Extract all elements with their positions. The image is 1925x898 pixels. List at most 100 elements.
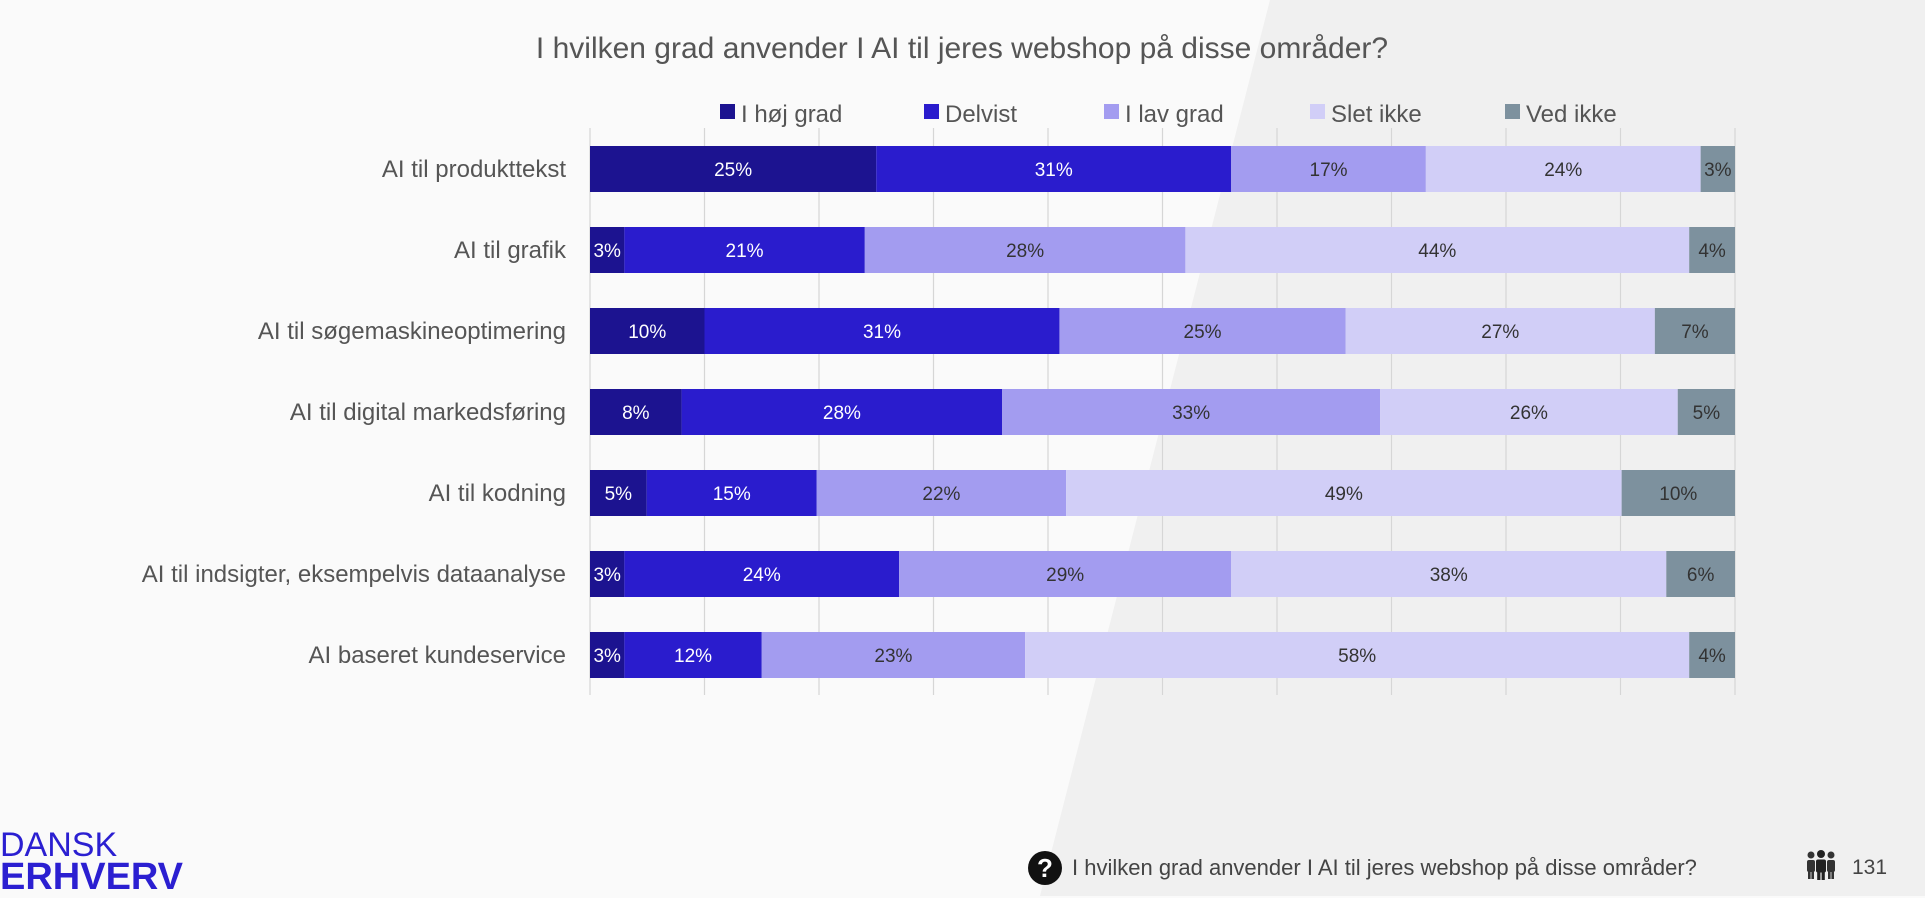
data-label: 49% (1325, 484, 1363, 505)
legend-label: Delvist (945, 101, 1017, 128)
bar-segment (899, 551, 1232, 597)
bar-segment (1700, 146, 1735, 192)
bar-segment (590, 551, 625, 597)
bar-segment (1689, 227, 1735, 273)
data-label: 26% (1510, 403, 1548, 424)
footer-question-text: I hvilken grad anvender I AI til jeres w… (1072, 855, 1697, 880)
data-label: 5% (605, 484, 633, 505)
category-labels: AI til produkttekst AI til grafik AI til s… (142, 156, 567, 669)
data-label: 25% (1184, 322, 1222, 343)
data-label: 28% (1006, 241, 1044, 262)
legend-swatch (924, 104, 939, 119)
data-label: 4% (1698, 241, 1726, 262)
bar-segment (646, 470, 817, 516)
legend-swatch (1505, 104, 1520, 119)
legend-item: Ved ikke (1505, 101, 1617, 128)
data-label: 28% (823, 403, 861, 424)
category-label: AI til digital markedsføring (290, 399, 566, 426)
data-label: 10% (1659, 484, 1697, 505)
bar-segment (1002, 389, 1381, 435)
bar-segment (590, 389, 682, 435)
category-label: AI til kodning (429, 480, 566, 507)
data-label: 24% (1544, 160, 1582, 181)
bar-segment (1231, 146, 1426, 192)
data-label: 3% (1704, 160, 1732, 181)
data-label: 3% (593, 241, 621, 262)
bar-segment (1654, 308, 1735, 354)
dansk-erhverv-logo: DANSK ERHVERV (0, 828, 183, 896)
data-label: 31% (1035, 160, 1073, 181)
legend: I høj grad Delvist I lav grad Slet ikke Ved … (720, 101, 1617, 128)
bar-segment (624, 632, 762, 678)
footer-question: ? I hvilken grad anvender I AI til jeres… (1028, 850, 1697, 886)
data-label: 24% (743, 565, 781, 586)
bar-segment (624, 551, 900, 597)
data-label: 21% (726, 241, 764, 262)
question-circle-icon: ? (1028, 851, 1062, 885)
legend-item: Slet ikke (1310, 101, 1422, 128)
data-label: 29% (1046, 565, 1084, 586)
data-label: 3% (593, 565, 621, 586)
respondent-count: 131 (1804, 850, 1887, 886)
data-label: 17% (1310, 160, 1348, 181)
legend-label: Slet ikke (1331, 101, 1422, 128)
logo-line-1: DANSK (0, 826, 118, 864)
bar-segment (704, 308, 1060, 354)
data-label: 6% (1687, 565, 1715, 586)
legend-swatch (720, 104, 735, 119)
bars: 25% 31% 17% 24% 3% 3% 21% 28% 44% 4% 10% 31% 25% 27% 7… (590, 146, 1735, 678)
category-label: AI til grafik (454, 237, 567, 264)
data-label: 7% (1681, 322, 1709, 343)
data-label: 22% (922, 484, 960, 505)
data-label: 27% (1481, 322, 1519, 343)
legend-label: Ved ikke (1526, 101, 1617, 128)
respondent-count-value: 131 (1852, 856, 1888, 879)
logo-line-2: ERHVERV (0, 856, 184, 898)
legend-item: I lav grad (1104, 101, 1224, 128)
data-label: 44% (1418, 241, 1456, 262)
category-label: AI til produkttekst (382, 156, 566, 183)
bar-segment (1425, 146, 1701, 192)
category-label: AI baseret kundeservice (309, 642, 566, 669)
data-label: 4% (1698, 646, 1726, 667)
chart-title: I hvilken grad anvender I AI til jeres w… (536, 32, 1388, 65)
category-label: AI til indsigter, eksempelvis dataanalys… (142, 561, 566, 588)
data-label: 5% (1693, 403, 1721, 424)
legend-label: I høj grad (741, 101, 842, 128)
people-icon (1804, 850, 1838, 886)
data-label: 15% (713, 484, 751, 505)
bar-segment (1059, 308, 1346, 354)
data-label: 58% (1338, 646, 1376, 667)
bar-segment (1345, 308, 1655, 354)
bar-segment (590, 227, 625, 273)
bar-segment (1231, 551, 1667, 597)
bar-segment (1689, 632, 1735, 678)
data-label: 23% (874, 646, 912, 667)
bar-segment (1621, 470, 1735, 516)
bar-segment (816, 470, 1067, 516)
data-label: 3% (593, 646, 621, 667)
data-label: 33% (1172, 403, 1210, 424)
category-label: AI til søgemaskineoptimering (258, 318, 566, 345)
bar-segment (876, 146, 1232, 192)
legend-item: Delvist (924, 101, 1017, 128)
data-label: 31% (863, 322, 901, 343)
bar-segment (1677, 389, 1735, 435)
bar-segment (590, 308, 705, 354)
data-label: 12% (674, 646, 712, 667)
bar-segment (624, 227, 865, 273)
bar-segment (864, 227, 1186, 273)
bar-segment (590, 470, 647, 516)
data-label: 10% (628, 322, 666, 343)
legend-swatch (1310, 104, 1325, 119)
bar-segment (1380, 389, 1678, 435)
data-label: 38% (1430, 565, 1468, 586)
bar-segment (1185, 227, 1690, 273)
legend-label: I lav grad (1125, 101, 1224, 128)
data-label: 25% (714, 160, 752, 181)
bar-segment (590, 146, 877, 192)
bar-segment (761, 632, 1026, 678)
bar-segment (1666, 551, 1735, 597)
bar-segment (1025, 632, 1690, 678)
